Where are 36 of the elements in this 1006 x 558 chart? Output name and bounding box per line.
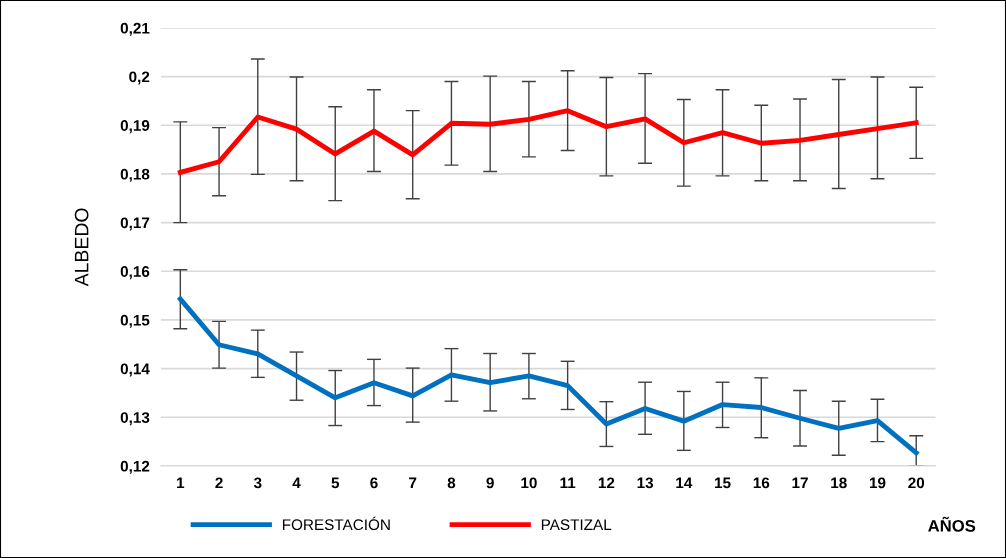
x-tick-label: 9 — [486, 477, 494, 489]
x-tick-label: 17 — [792, 477, 808, 489]
x-tick-label: 12 — [598, 477, 615, 489]
x-tick-label: 18 — [831, 477, 847, 489]
x-tick-label: 19 — [869, 477, 886, 489]
y-axis-title: ALBEDO — [74, 208, 89, 287]
line-series — [177, 108, 919, 175]
y-tick-label: 0,19 — [120, 120, 150, 134]
x-tick-label: 14 — [676, 477, 693, 489]
x-tick-label: 3 — [253, 477, 262, 489]
x-tick-label: 7 — [409, 477, 417, 489]
y-tick-label: 0,2 — [129, 71, 150, 85]
x-tick-label: 4 — [292, 477, 301, 489]
x-tick-label: 1 — [177, 477, 185, 489]
legend-label: FORESTACIÓN — [282, 516, 390, 531]
y-tick-label: 0,18 — [120, 168, 150, 182]
y-tick-label: 0,17 — [120, 217, 150, 231]
x-tick-label: 13 — [637, 477, 654, 489]
x-tick-label: 2 — [215, 477, 223, 489]
x-tick-label: 15 — [715, 477, 731, 489]
x-tick-label: 8 — [447, 477, 456, 489]
y-tick-label: 0,14 — [120, 363, 150, 377]
legend-label: PASTIZAL — [541, 519, 612, 531]
x-tick-label: 5 — [331, 477, 340, 489]
line-series — [177, 296, 919, 456]
x-tick-label: 20 — [908, 477, 925, 489]
x-tick-label: 6 — [370, 477, 378, 489]
y-tick-label: 0,15 — [120, 314, 150, 328]
x-tick-label: 11 — [560, 477, 576, 489]
x-tick-label: 10 — [521, 477, 537, 489]
y-tick-label: 0,21 — [120, 22, 150, 36]
x-tick-label: 16 — [753, 477, 770, 489]
y-tick-label: 0,12 — [120, 460, 150, 474]
y-tick-label: 0,13 — [120, 412, 150, 426]
y-tick-label: 0,16 — [120, 266, 150, 280]
x-axis-title: AÑOS — [928, 516, 976, 532]
